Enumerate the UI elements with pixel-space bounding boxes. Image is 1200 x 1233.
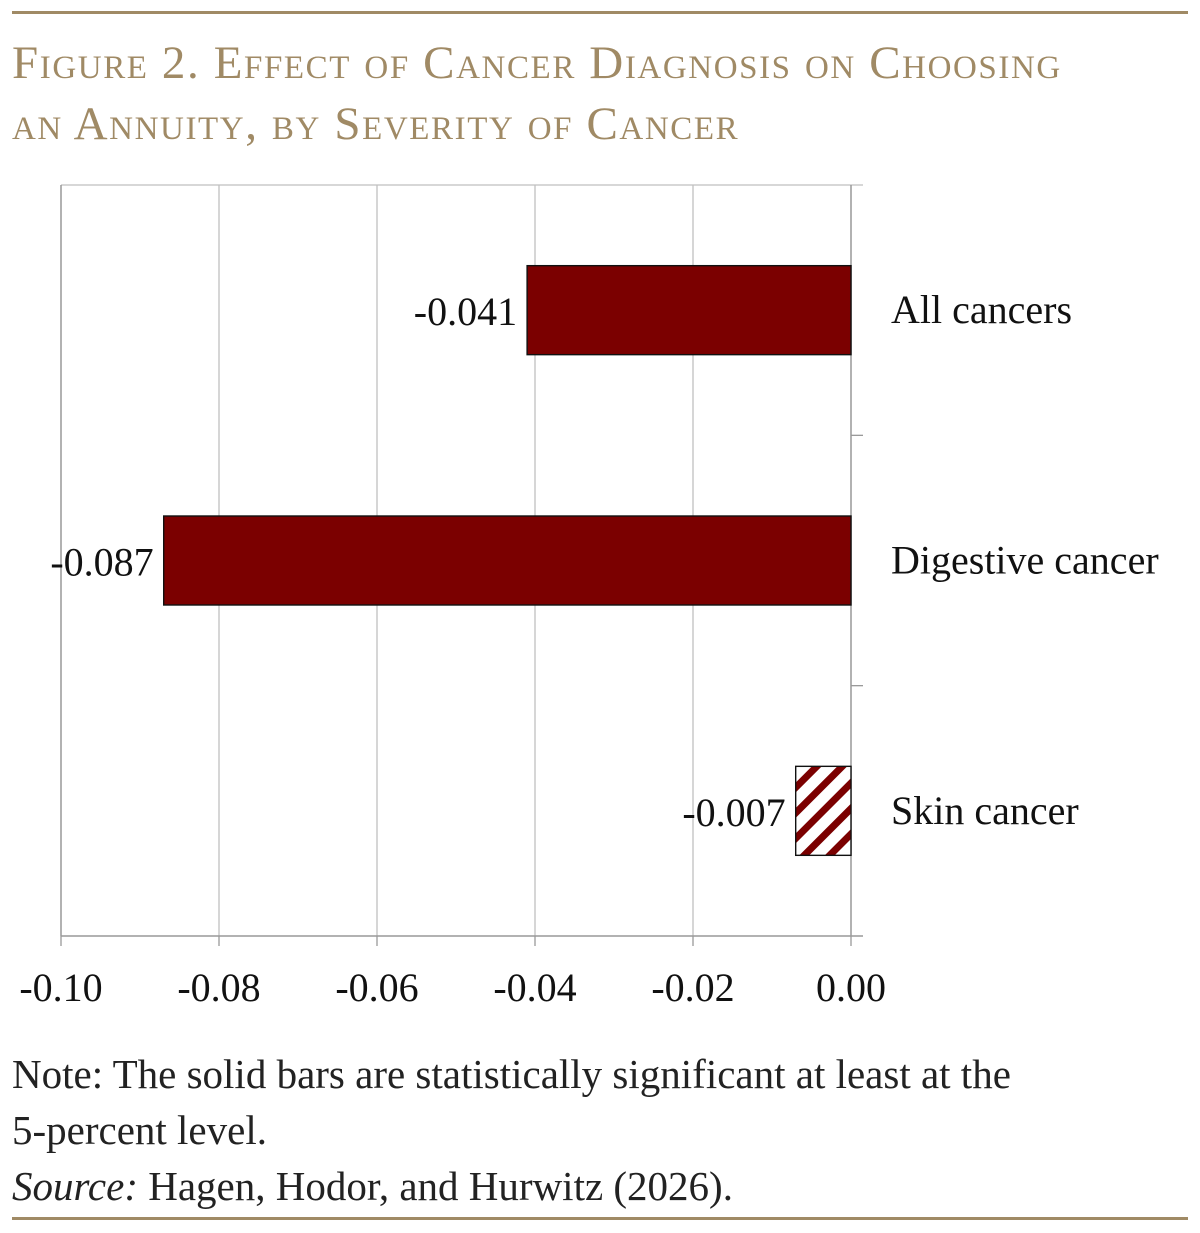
source-line: Source: Hagen, Hodor, and Hurwitz (2026)… xyxy=(12,1166,733,1207)
x-tick-label: -0.08 xyxy=(177,965,260,1010)
bars xyxy=(162,264,852,857)
bottom-rule xyxy=(12,1217,1188,1220)
x-tick-label: -0.04 xyxy=(493,965,576,1010)
data-label: -0.007 xyxy=(682,790,785,835)
bar-chart: -0.10 -0.08 -0.06 -0.04 -0.02 0.00 -0.041 All c… xyxy=(19,184,1159,1010)
note-text-line-1: Note: The solid bars are statistically s… xyxy=(12,1051,1011,1097)
x-tick-label: -0.02 xyxy=(651,965,734,1010)
data-label: -0.087 xyxy=(50,540,153,585)
source-label: Source: xyxy=(12,1163,138,1209)
source-text: Hagen, Hodor, and Hurwitz (2026). xyxy=(137,1163,733,1209)
figure-title-line-2: an Annuity, by Severity of Cancer xyxy=(12,98,740,150)
category-label: Skin cancer xyxy=(891,788,1079,833)
top-rule xyxy=(12,11,1188,14)
labels: -0.10 -0.08 -0.06 -0.04 -0.02 0.00 -0.041 All c… xyxy=(19,287,1158,1010)
data-label: -0.041 xyxy=(414,289,517,334)
x-tick-label: -0.10 xyxy=(19,965,102,1010)
bar-all-cancers xyxy=(526,264,852,356)
bar-digestive-cancer xyxy=(162,515,852,606)
category-label: Digestive cancer xyxy=(891,538,1159,583)
x-tick-label: 0.00 xyxy=(816,965,886,1010)
category-label: All cancers xyxy=(891,287,1072,332)
note-text-line-2: 5-percent level. xyxy=(12,1107,267,1153)
x-tick-label: -0.06 xyxy=(335,965,418,1010)
figure-title-line-1: Figure 2. Effect of Cancer Diagnosis on … xyxy=(12,37,1062,89)
bar-skin-cancer xyxy=(795,765,852,857)
